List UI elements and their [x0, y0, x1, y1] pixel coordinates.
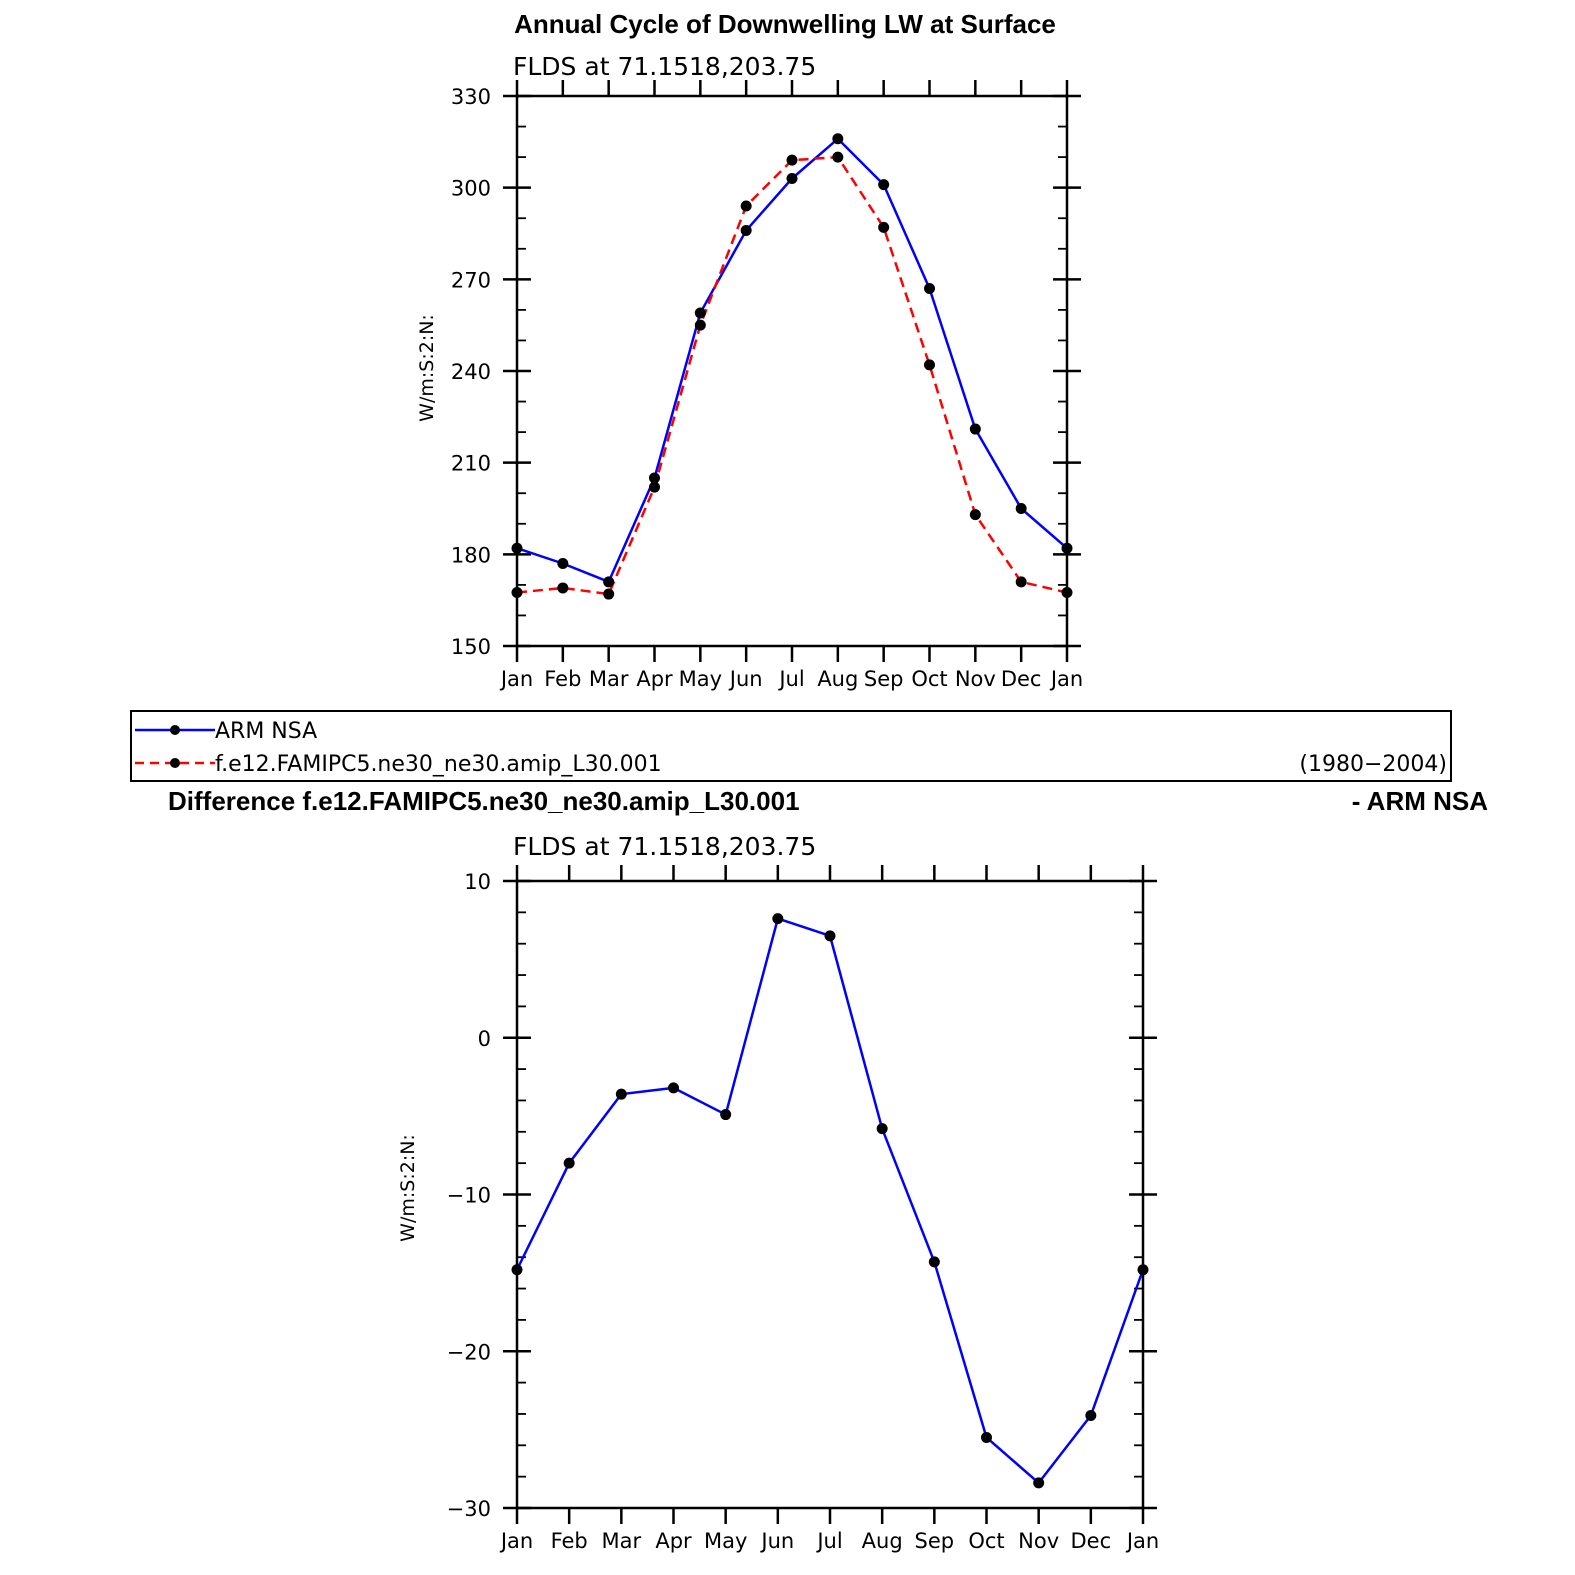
- bottom-chart-xtick-label: May: [704, 1529, 747, 1553]
- top-chart-series-1-point: [1015, 576, 1027, 588]
- top-chart-series-1-point: [557, 582, 569, 594]
- bottom-chart-xtick-label: Jan: [1125, 1529, 1159, 1553]
- bottom-chart-xtick-label: Oct: [968, 1529, 1004, 1553]
- bottom-chart-series-0-point: [668, 1082, 679, 1094]
- bottom-chart-ytick-label: −20: [447, 1340, 491, 1364]
- bottom-chart-xtick-label: Jun: [759, 1529, 794, 1553]
- top-chart-series-1-point: [1061, 587, 1073, 599]
- top-chart-series-1-point: [924, 359, 935, 371]
- top-chart-xtick-label: Jan: [499, 667, 533, 691]
- legend-obs-marker: [170, 725, 180, 735]
- top-chart-series-0-point: [1061, 542, 1073, 554]
- top-chart-series-0-point: [1015, 503, 1027, 514]
- bottom-chart-ytick-label: 0: [478, 1027, 491, 1051]
- top-chart-series-0-point: [557, 558, 569, 569]
- top-chart-series-0-point: [649, 472, 660, 484]
- top-chart-xtick-label: Jul: [777, 667, 804, 691]
- top-chart-series-1-point: [649, 481, 660, 493]
- bottom-chart-xtick-label: Jan: [499, 1529, 533, 1553]
- bottom-chart-series-0-point: [928, 1256, 940, 1268]
- top-chart-ytick-label: 270: [451, 268, 491, 292]
- legend-obs-label: ARM NSA: [215, 719, 317, 744]
- top-chart-series-0-point: [878, 179, 890, 191]
- bottom-chart-ytick-label: −30: [447, 1497, 491, 1521]
- bottom-chart-series-0-point: [511, 1264, 523, 1276]
- top-chart-series-0-point: [832, 133, 844, 145]
- bottom-chart-series-0-point: [615, 1088, 627, 1100]
- top-chart-series-1-point: [969, 509, 981, 521]
- bottom-chart-title-right: - ARM NSA: [1352, 786, 1488, 816]
- top-chart-series-1-point: [694, 319, 706, 331]
- top-chart-ytick-label: 180: [451, 543, 491, 567]
- top-chart-series-1-point: [511, 587, 523, 599]
- bottom-chart-series-0-point: [824, 930, 836, 942]
- top-chart-ylabel: W/m:S:2:N:: [416, 314, 438, 422]
- legend-model-marker: [170, 758, 180, 768]
- top-chart-series-0-point: [969, 423, 981, 435]
- bottom-chart-series-0-point: [981, 1431, 992, 1443]
- top-chart-ytick-label: 210: [451, 452, 491, 476]
- bottom-chart-title-left: Difference f.e12.FAMIPC5.ne30_ne30.amip_…: [168, 786, 800, 816]
- top-chart-series-0-point: [740, 224, 752, 236]
- top-chart-xtick-label: Sep: [864, 667, 904, 691]
- bottom-chart-series-0-point: [1085, 1410, 1097, 1422]
- legend-model-label: f.e12.FAMIPC5.ne30_ne30.amip_L30.001: [215, 752, 662, 777]
- top-chart-series-1-point: [786, 154, 798, 166]
- bottom-chart-xtick-label: Aug: [862, 1529, 903, 1553]
- top-chart-series-0-point: [924, 283, 935, 294]
- top-chart-ytick-label: 300: [451, 177, 491, 201]
- top-chart-subtitle: FLDS at 71.1518,203.75: [513, 52, 816, 81]
- legend-box: [130, 710, 1452, 782]
- bottom-chart-ylabel: W/m:S:2:N:: [397, 1134, 419, 1242]
- bottom-chart-series-0-point: [1033, 1477, 1045, 1489]
- top-chart-series-0-line: [516, 137, 1068, 584]
- bottom-chart-xtick-label: Dec: [1071, 1529, 1112, 1553]
- top-chart-series-0-point: [786, 173, 798, 184]
- top-chart-xtick-label: Mar: [589, 667, 629, 691]
- bottom-chart: Jan Feb Mar Apr May Jun Jul Aug Sep Oct Nov Dec Jan−…: [447, 865, 1159, 1553]
- top-chart-ytick-label: 240: [451, 360, 491, 384]
- bottom-chart-ytick-label: 10: [464, 870, 491, 894]
- legend-period: (1980−2004): [1299, 752, 1447, 777]
- top-chart-xtick-label: Dec: [1001, 667, 1042, 691]
- top-chart-xtick-label: Jan: [1049, 667, 1083, 691]
- bottom-chart-ytick-label: −10: [447, 1184, 491, 1208]
- top-chart: Jan Feb Mar Apr May Jun Jul Aug Sep Oct Nov Dec Jan 1…: [451, 80, 1083, 691]
- bottom-chart-series-0-point: [1137, 1264, 1149, 1276]
- top-chart-series-1-point: [740, 200, 752, 212]
- bottom-chart-xtick-label: Sep: [915, 1529, 955, 1553]
- bottom-chart-series-0-point: [772, 913, 784, 925]
- bottom-chart-series-0-point: [720, 1109, 732, 1121]
- legend: ARM NSA f.e12.FAMIPC5.ne30_ne30.amip_L30…: [130, 710, 1452, 782]
- top-chart-series-0-point: [603, 576, 615, 588]
- bottom-chart-plot-frame: [515, 879, 1145, 1510]
- top-chart-xtick-label: Aug: [817, 667, 858, 691]
- top-chart-title: Annual Cycle of Downwelling LW at Surfac…: [514, 9, 1056, 39]
- top-chart-ytick-label: 330: [451, 85, 491, 109]
- bottom-chart-xtick-label: Mar: [602, 1529, 642, 1553]
- top-chart-series-0-point: [511, 542, 523, 554]
- top-chart-series-1-point: [832, 151, 844, 163]
- bottom-chart-xtick-label: Jul: [815, 1529, 842, 1553]
- bottom-chart-subtitle: FLDS at 71.1518,203.75: [513, 832, 816, 861]
- top-chart-series-1-line: [516, 155, 1068, 596]
- top-chart-series-1-point: [878, 221, 890, 233]
- bottom-chart-series-0-point: [563, 1157, 575, 1169]
- bottom-chart-xtick-label: Nov: [1018, 1529, 1059, 1553]
- top-chart-series-1-point: [603, 588, 615, 600]
- top-chart-xtick-label: Feb: [544, 667, 581, 691]
- top-chart-xtick-label: Nov: [955, 667, 996, 691]
- bottom-chart-xtick-label: Feb: [551, 1529, 588, 1553]
- top-chart-series-0-point: [694, 307, 706, 319]
- top-chart-ytick-label: 150: [451, 635, 491, 659]
- bottom-chart-xtick-label: Apr: [655, 1529, 692, 1553]
- top-chart-xtick-label: Jun: [728, 667, 763, 691]
- top-chart-xtick-label: Apr: [636, 667, 673, 691]
- bottom-chart-series-0-point: [876, 1123, 888, 1135]
- top-chart-xtick-label: Oct: [911, 667, 947, 691]
- bottom-chart-series-0-line: [515, 917, 1145, 1485]
- top-chart-xtick-label: May: [679, 667, 722, 691]
